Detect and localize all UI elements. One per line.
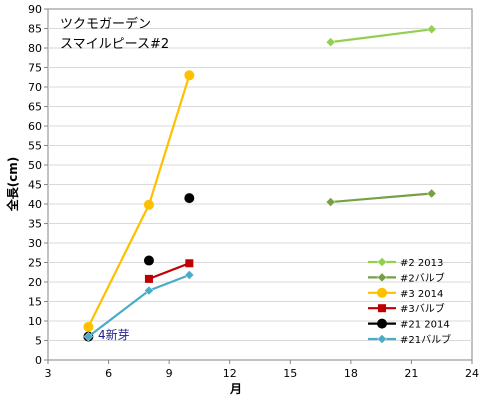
y-tick-label: 5 [35,335,42,348]
y-tick-label: 75 [28,62,42,75]
legend-label: #2バルブ [400,271,445,284]
legend-marker [378,304,386,313]
axes: 0 5 10 15 20 25 30 35 40 45 50 55 60 65 70 75 80 85 90 3 6 9 1… [28,3,479,380]
data-point [144,285,154,296]
legend-marker [377,257,387,267]
x-tick-label: 24 [465,367,479,380]
y-tick-label: 45 [28,179,42,192]
x-tick-label: 15 [283,367,297,380]
data-point [143,199,154,210]
series-3 [83,70,195,332]
legend-entry-6: #21バルブ [368,333,451,346]
data-point [325,197,336,207]
x-tick-label: 6 [105,367,112,380]
y-tick-label: 20 [28,276,42,289]
legend-entry-2: #2バルブ [368,271,445,284]
legend-label: #21バルブ [400,333,451,346]
y-tick-label: 30 [28,237,42,250]
series-1 [325,24,437,48]
legend-entry-3: #3 2014 [368,287,443,300]
y-tick-label: 85 [28,23,42,36]
data-point [426,188,437,199]
data-point [144,274,153,283]
y-axis-label: 全長(cm) [5,157,20,213]
legend-label: #3 2014 [400,289,443,300]
x-tick-label: 18 [344,367,358,380]
y-tick-label: 70 [28,81,42,94]
y-tick-label: 55 [28,140,42,153]
y-tick-label: 10 [28,315,42,328]
data-point [83,331,94,342]
y-tick-label: 50 [28,159,42,172]
legend-entry-4: #3バルブ [368,302,445,315]
y-tick-label: 25 [28,257,42,270]
x-tick-label: 3 [45,367,52,380]
y-tick-label: 40 [28,198,42,211]
y-tick-label: 90 [28,3,42,16]
data-point [83,321,94,332]
series-line [148,262,190,280]
y-tick-label: 0 [35,354,42,367]
legend-marker [377,318,387,329]
legend-entry-5: #21 2014 [368,318,450,331]
chart-title-line-1: ツクモガーデン [60,16,151,32]
chart-title-line-2: スマイルピース#2 [60,37,169,52]
legend-label: #3バルブ [400,302,445,315]
data-point [325,37,336,48]
x-tick-label: 21 [404,367,418,380]
series-2 [325,188,437,207]
y-tick-label: 80 [28,42,42,55]
series-line [330,28,432,44]
series-6 [83,270,195,342]
series-group [83,24,437,342]
x-axis-label: 月 [229,382,242,396]
legend-entry-1: #2 2013 [368,257,443,269]
y-tick-label: 65 [28,101,42,114]
x-tick-label: 12 [223,367,237,380]
data-point [184,70,195,81]
legend-label: #2 2013 [400,258,443,269]
grid-lines [48,28,472,341]
y-tick-label: 15 [28,296,42,309]
series-line [330,192,432,204]
legend-marker [377,334,387,344]
data-point [184,270,195,280]
data-point [426,24,437,35]
data-point [143,255,154,266]
data-point [184,193,195,204]
y-tick-label: 35 [28,218,42,231]
annotation-new-shoot: 4新芽 [98,327,130,342]
y-tick-label: 60 [28,120,42,133]
data-point [185,259,194,268]
series-4 [144,259,194,283]
legend-label: #21 2014 [400,320,450,331]
x-tick-label: 9 [166,367,173,380]
legend-marker [377,287,387,298]
legend: #2 2013 #2バルブ #3 2014 #3バルブ #21 2014 #21バルブ [368,257,451,346]
legend-marker [377,272,387,283]
